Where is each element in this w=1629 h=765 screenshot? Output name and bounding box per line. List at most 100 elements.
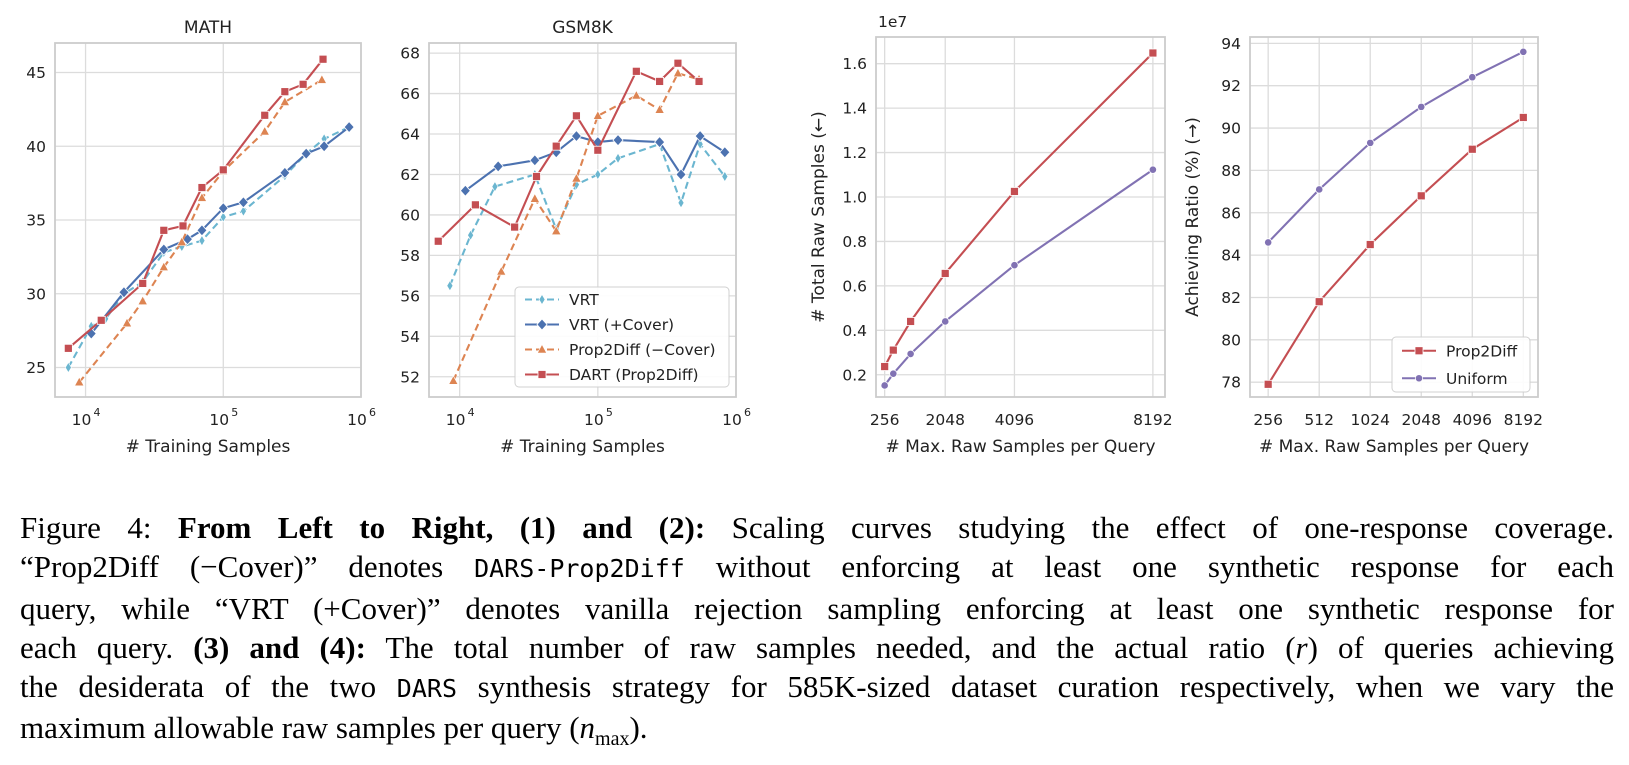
plot-frame — [1249, 36, 1539, 398]
x-tick-label: 512 — [1304, 411, 1334, 429]
data-point — [1264, 238, 1273, 247]
legend-marker — [1414, 374, 1424, 383]
x-tick-label: 8192 — [1504, 411, 1543, 429]
caption-code-2: DARS — [396, 674, 458, 704]
data-point — [259, 125, 270, 136]
caption-line-1: Figure 4: From Left to Right, (1) and (2… — [20, 508, 1614, 547]
data-point — [1148, 165, 1157, 174]
chart-title: MATH — [184, 18, 232, 38]
data-point — [510, 222, 520, 232]
x-tick-exponent: 4 — [468, 406, 475, 419]
data-point — [906, 349, 915, 358]
caption-text-6a: maximum allowable raw samples per query … — [20, 710, 580, 746]
legend-marker — [538, 293, 546, 306]
caption-text-6b: ). — [629, 710, 648, 746]
plot-area — [876, 37, 1165, 397]
y-tick-label: 56 — [400, 287, 420, 305]
y-tick-label: 1.4 — [842, 100, 867, 118]
x-tick-label: 10 — [72, 411, 92, 429]
x-tick-label: 10 — [584, 411, 604, 429]
data-point — [492, 160, 504, 173]
caption-text-3: query, while “VRT (+Cover)” denotes vani… — [20, 590, 1614, 626]
x-tick-label: 4096 — [1453, 411, 1492, 429]
data-point — [260, 110, 270, 120]
data-point — [1518, 113, 1528, 122]
x-axis-label: # Training Samples — [126, 437, 291, 457]
legend-label: Prop2Diff (−Cover) — [569, 341, 716, 359]
caption-line-3: query, while “VRT (+Cover)” denotes vani… — [20, 589, 1614, 628]
y-offset-label: 1e7 — [878, 13, 907, 31]
caption-text-2a: “Prop2Diff (−Cover)” denotes — [20, 549, 475, 585]
data-point — [529, 154, 541, 167]
caption-text-4b: The total number of raw samples needed, … — [365, 629, 1296, 665]
series-prop2diff — [1263, 113, 1528, 389]
data-point — [217, 202, 229, 215]
data-point — [459, 184, 471, 197]
legend-label: VRT — [569, 291, 599, 309]
y-axis-label: # Total Raw Samples (←) — [809, 111, 829, 322]
caption-math-sub: max — [595, 728, 630, 751]
x-axis-label: # Training Samples — [500, 437, 665, 457]
data-point — [316, 74, 327, 84]
series-dart-prop2diff — [63, 54, 328, 353]
data-point — [1148, 48, 1158, 58]
caption-text-4c: ) of queries achieving — [1307, 629, 1614, 665]
caption-code-1: DARS-Prop2Diff — [474, 554, 685, 584]
legend-marker — [1414, 346, 1424, 356]
data-point — [1416, 191, 1426, 201]
series-uniform — [880, 165, 1157, 390]
x-tick-label: 10 — [347, 411, 367, 429]
legend-label: Prop2Diff — [1446, 342, 1518, 360]
data-point — [137, 295, 148, 305]
data-point — [64, 361, 72, 374]
data-point — [298, 79, 308, 89]
data-point — [941, 317, 950, 326]
legend: VRT VRT (+Cover) Prop2Diff (−Cover) DART (P… — [514, 286, 730, 388]
data-point — [612, 134, 624, 147]
series-line-uniform — [1267, 50, 1524, 244]
x-tick-exponent: 6 — [369, 406, 376, 419]
data-point — [592, 110, 603, 120]
data-point — [551, 225, 562, 235]
data-point — [654, 104, 665, 114]
data-point — [318, 54, 328, 64]
y-tick-label: 66 — [400, 85, 420, 103]
data-point — [721, 170, 729, 183]
y-tick-label: 58 — [400, 247, 420, 265]
data-point — [318, 140, 330, 153]
y-tick-label: 52 — [400, 368, 420, 386]
y-tick-label: 64 — [400, 126, 420, 144]
y-tick-label: 94 — [1221, 35, 1241, 53]
data-point — [572, 111, 581, 121]
y-tick-label: 1.0 — [842, 189, 867, 207]
data-point — [121, 317, 133, 328]
data-point — [159, 225, 169, 235]
series-prop2diff — [880, 48, 1158, 371]
data-point — [491, 181, 499, 193]
data-point — [1366, 138, 1375, 147]
data-point — [675, 168, 687, 181]
data-point — [300, 147, 312, 160]
x-tick-label: 256 — [870, 411, 900, 429]
x-tick-label: 2048 — [925, 411, 964, 429]
data-point — [570, 129, 582, 143]
data-point — [467, 229, 474, 241]
legend-label: VRT (+Cover) — [569, 316, 674, 334]
data-point — [178, 221, 188, 231]
data-point — [614, 152, 622, 164]
data-point — [196, 224, 208, 237]
caption-figure-label: Figure 4: — [20, 510, 178, 545]
data-point — [1467, 144, 1477, 154]
data-point — [906, 317, 916, 326]
data-point — [719, 146, 731, 159]
data-point — [571, 172, 582, 183]
figure-caption: Figure 4: From Left to Right, (1) and (2… — [20, 508, 1614, 760]
x-tick-label: 4096 — [995, 411, 1034, 429]
data-point — [138, 279, 148, 288]
legend-marker — [536, 343, 548, 354]
data-point — [940, 269, 950, 278]
data-point — [240, 205, 247, 217]
y-tick-label: 40 — [26, 138, 46, 156]
